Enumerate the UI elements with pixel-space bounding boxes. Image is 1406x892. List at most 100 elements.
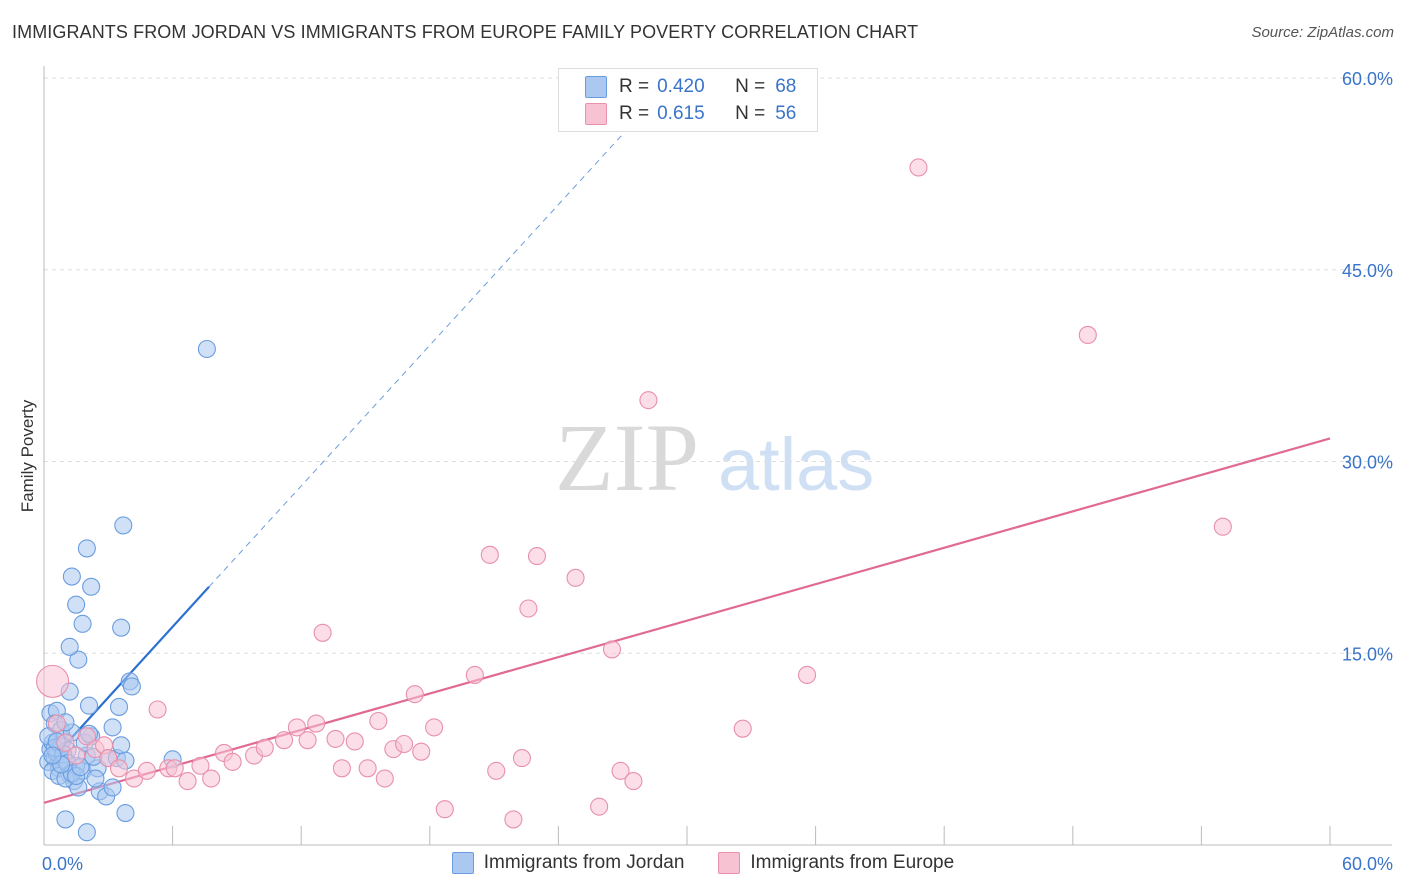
europe-point [527,547,547,566]
jordan-point [112,618,131,637]
data-points [36,158,1232,842]
jordan-point [43,746,62,765]
europe-point [137,761,156,780]
jordan-point [122,677,141,696]
europe-point [326,729,345,748]
axes [43,66,1392,846]
jordan-point [77,539,96,558]
n-value: 68 [775,76,797,97]
r-value: 0.420 [657,76,705,97]
europe-point [425,718,444,737]
europe-point [307,714,326,733]
europe-swatch [585,103,607,125]
jordan-point [197,339,216,359]
europe-point [223,752,242,771]
legend-label: Immigrants from Jordan [483,852,685,873]
series-legend: Immigrants from Jordan Immigrants from E… [0,852,1406,874]
europe-point [345,732,364,751]
tick-labels: 15.0% 30.0% 45.0% 60.0% 0.0% 60.0% [42,69,1393,874]
europe-point [287,718,306,737]
legend-item-europe[interactable]: Immigrants from Europe [718,852,954,874]
europe-point [435,800,454,819]
europe-point [369,711,388,731]
jordan-point [116,803,135,823]
europe-point [47,714,66,733]
europe-point [639,391,658,410]
legend-row-jordan: R = 0.420 N = 68 [585,74,796,100]
r-value: 0.615 [657,103,705,124]
jordan-point [60,637,79,656]
watermark-zip: ZIP [555,404,699,511]
europe-point [1213,517,1232,536]
europe-point [375,769,394,788]
n-label: N = [735,76,766,97]
x-tick-label: 60.0% [1342,854,1393,874]
europe-point [797,665,817,685]
legend-label: Immigrants from Europe [750,852,955,873]
jordan-point [69,650,88,669]
jordan-point [79,696,99,715]
europe-point [332,759,351,778]
europe-point [298,731,317,750]
europe-point [909,158,928,177]
jordan-trend-extension [208,133,624,588]
jordan-point [103,718,122,737]
europe-point [56,733,75,752]
europe-point [611,761,630,780]
n-label: N = [735,103,766,124]
jordan-swatch [585,76,607,98]
n-value: 56 [775,103,797,124]
x-tick-label: 0.0% [42,854,83,874]
source-note: Source: ZipAtlas.com [1251,24,1394,41]
europe-point [405,685,424,704]
europe-point [178,772,197,791]
europe-point [480,545,499,564]
jordan-point [86,769,105,788]
legend-item-jordan[interactable]: Immigrants from Jordan [451,852,685,874]
europe-point [255,738,274,757]
europe-point [624,772,643,791]
jordan-point [112,736,131,755]
europe-point [36,664,70,698]
europe-point [487,761,506,780]
jordan-point [73,614,92,633]
jordan-point [103,778,122,797]
jordan-point [67,595,86,614]
europe-point [358,759,377,778]
europe-point [395,734,414,754]
europe-point [67,746,86,765]
europe-point [412,742,431,761]
europe-point [602,640,622,659]
europe-point [512,749,532,768]
europe-point [77,727,96,746]
jordan-point [77,823,96,842]
europe-point [202,769,221,788]
y-tick-label: 15.0% [1342,644,1393,664]
europe-point [566,568,585,587]
legend-row-europe: R = 0.615 N = 56 [585,101,796,127]
jordan-point [56,810,75,829]
europe-point [313,623,332,642]
europe-point [165,759,184,778]
watermark-atlas: atlas [718,423,874,506]
y-tick-label: 30.0% [1342,453,1393,473]
europe-point [275,731,294,750]
europe-swatch [718,852,741,874]
europe-point [109,759,129,778]
jordan-point [82,577,101,596]
r-label: R = [619,103,650,124]
europe-point [191,756,210,775]
jordan-point [114,516,133,535]
europe-point [590,797,609,816]
europe-point [465,665,484,685]
europe-point [733,719,752,738]
y-tick-label: 60.0% [1342,69,1393,89]
europe-point [1078,325,1097,344]
europe-point [519,599,538,618]
watermark: ZIP atlas [555,404,874,511]
grid [44,77,1392,654]
jordan-point [109,697,129,716]
r-label: R = [619,76,650,97]
europe-point [504,810,523,829]
